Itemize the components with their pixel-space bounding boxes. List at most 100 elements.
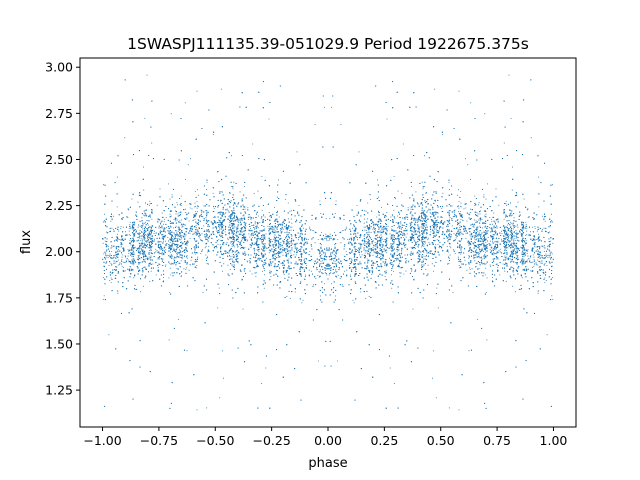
data-point [137,256,139,259]
data-point [318,271,320,273]
data-point [172,263,174,265]
data-point [262,239,264,241]
data-point [509,234,512,236]
data-point [374,242,376,244]
data-point [276,211,278,214]
data-point [476,235,478,238]
data-point [240,220,242,222]
data-point [416,219,418,221]
data-point [347,238,349,241]
data-point [239,247,242,249]
data-point [273,254,275,256]
data-point [248,233,250,235]
data-point [495,249,497,251]
data-point [255,272,257,274]
data-point [183,268,185,270]
data-point [481,218,483,220]
data-point [319,295,321,297]
data-point [448,407,450,409]
data-point [256,253,259,255]
data-point [525,221,527,223]
data-point [403,233,406,235]
data-point [551,184,554,186]
data-point [120,227,122,230]
data-point [180,260,182,262]
data-point [233,214,235,216]
data-point [486,232,489,234]
data-point [128,227,130,229]
data-point [269,226,271,228]
data-point [484,274,486,276]
data-point [498,251,500,253]
data-point [494,248,496,251]
data-point [430,250,432,252]
data-point [455,237,457,239]
data-point [231,232,234,234]
data-point [193,263,196,265]
data-point [431,377,434,379]
data-point [471,268,473,270]
data-point [150,233,152,235]
data-point [512,266,514,268]
data-point [407,207,409,209]
data-point [399,255,401,257]
data-point [180,204,182,206]
data-point [169,291,171,294]
data-point [179,220,181,222]
data-point [438,247,440,249]
data-point [346,275,348,277]
data-point [454,252,456,255]
data-point [358,151,360,153]
data-point [117,264,119,266]
data-point [498,204,500,206]
data-point [421,233,423,235]
data-point [474,231,476,233]
data-point [181,219,183,221]
data-point [494,243,496,245]
data-point [378,212,381,214]
data-point [287,202,289,204]
data-point [390,283,392,285]
data-point [173,236,175,238]
data-point [506,256,508,258]
data-point [403,273,405,275]
data-point [398,249,400,251]
data-point [289,297,291,300]
data-point [242,308,244,310]
data-point [423,245,425,247]
data-point [483,262,485,264]
data-point [485,241,487,244]
data-point [320,244,322,246]
data-point [148,204,150,206]
data-point [364,252,366,254]
data-point [481,236,483,238]
data-point [373,226,375,228]
data-point [227,264,229,266]
data-point [527,217,529,219]
data-point [370,198,372,201]
data-point [127,255,129,257]
data-point [372,224,375,226]
data-point [206,221,208,223]
data-point [416,221,419,223]
data-point [111,227,113,229]
data-point [176,234,178,236]
data-point [489,249,491,251]
data-point [337,238,339,241]
data-point [173,227,175,229]
data-point [384,226,386,228]
data-point [127,249,129,251]
data-point [103,253,105,255]
data-point [140,291,142,293]
data-point [405,261,407,263]
data-point [388,257,391,259]
data-point [143,242,145,244]
data-point [245,253,247,256]
data-point [325,255,327,257]
data-point [184,236,186,238]
data-point [481,232,483,234]
data-point [439,216,441,218]
data-point [436,239,438,241]
data-point [423,232,426,234]
data-point [216,247,218,249]
